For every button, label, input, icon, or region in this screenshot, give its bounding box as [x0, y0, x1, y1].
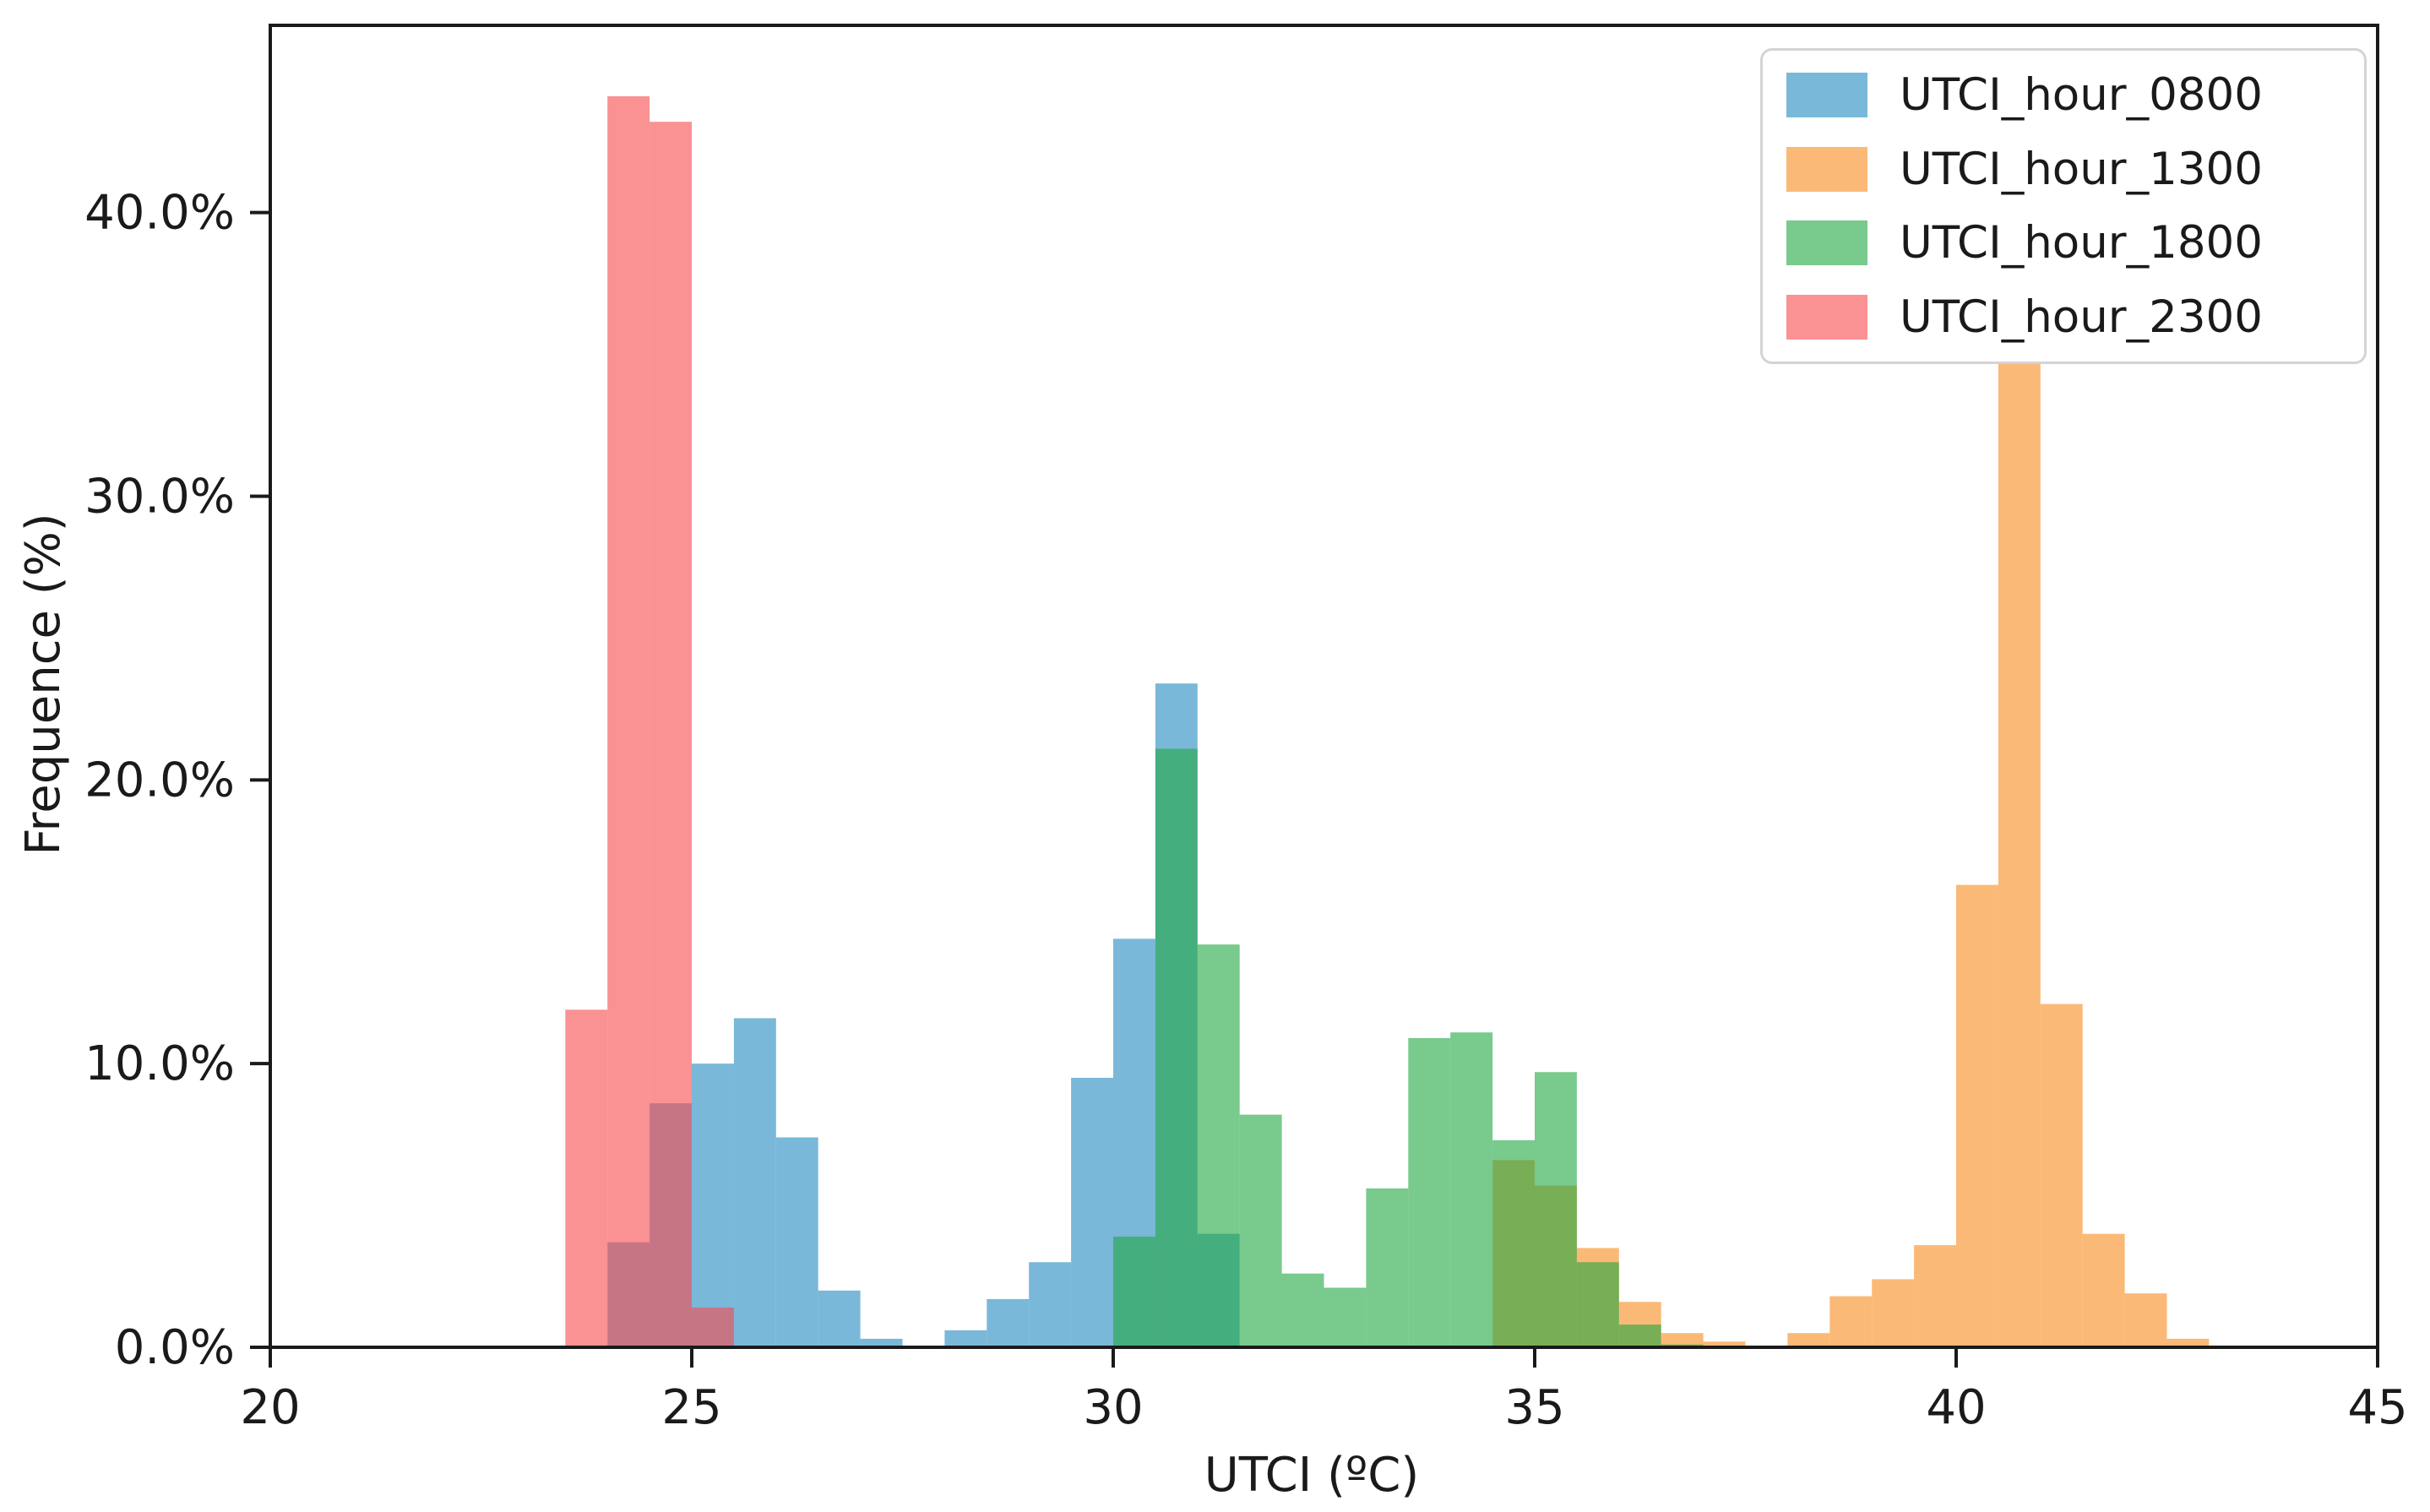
hist-bar — [1366, 1188, 1409, 1347]
hist-bar — [1029, 1262, 1072, 1347]
hist-bar — [775, 1137, 818, 1347]
hist-bar — [1618, 1324, 1661, 1347]
legend-label-0800: UTCI_hour_0800 — [1900, 69, 2263, 121]
y-tick-label: 0.0% — [115, 1320, 235, 1375]
legend-swatch-2300 — [1786, 294, 1867, 340]
legend-label-2300: UTCI_hour_2300 — [1900, 291, 2263, 343]
legend-item: UTCI_hour_1800 — [1786, 217, 2364, 269]
y-tick-label: 20.0% — [84, 753, 235, 808]
hist-bar — [733, 1018, 776, 1347]
legend-label-1300: UTCI_hour_1300 — [1900, 143, 2263, 195]
hist-bar — [1155, 748, 1198, 1347]
y-axis-ticks: 0.0% 10.0% 20.0% 30.0% 40.0% — [84, 186, 270, 1375]
hist-bar — [860, 1338, 903, 1347]
x-tick-label: 25 — [661, 1380, 721, 1435]
x-axis-title: UTCI (ºC) — [1204, 1448, 1420, 1503]
legend-swatch-1800 — [1786, 220, 1867, 266]
hist-bar — [692, 1307, 734, 1347]
hist-bar — [2166, 1338, 2210, 1347]
hist-bar — [1239, 1114, 1282, 1347]
y-axis-title: Frequence (%) — [16, 513, 71, 855]
legend: UTCI_hour_0800 UTCI_hour_1300 UTCI_hour_… — [1760, 48, 2367, 364]
legend-swatch-1300 — [1786, 146, 1867, 192]
hist-bar — [1914, 1245, 1956, 1347]
y-tick-label: 30.0% — [84, 469, 235, 524]
hist-bar — [1872, 1279, 1915, 1347]
hist-bar — [1324, 1287, 1367, 1347]
legend-item: UTCI_hour_0800 — [1786, 73, 2364, 117]
legend-label-1800: UTCI_hour_1800 — [1900, 217, 2263, 269]
hist-bar — [1576, 1262, 1619, 1347]
hist-bar — [692, 1063, 734, 1347]
hist-bar — [1450, 1032, 1493, 1347]
x-tick-label: 30 — [1083, 1380, 1143, 1435]
hist-bar — [2040, 1003, 2083, 1347]
hist-bar — [1535, 1072, 1577, 1347]
hist-bar — [565, 1009, 608, 1347]
y-tick-label: 10.0% — [84, 1036, 235, 1091]
series-UTCI_hour_1300 — [1492, 360, 2210, 1347]
x-tick-label: 40 — [1926, 1380, 1986, 1435]
hist-bar — [650, 122, 692, 1347]
hist-bar — [607, 95, 650, 1347]
series-UTCI_hour_2300 — [565, 95, 734, 1347]
hist-bar — [2124, 1293, 2167, 1347]
hist-bar — [1408, 1037, 1451, 1347]
hist-bar — [1829, 1296, 1873, 1347]
hist-bar — [1281, 1273, 1324, 1347]
hist-bar — [1998, 360, 2041, 1347]
bars-layer — [565, 95, 2210, 1347]
series-UTCI_hour_1800 — [1113, 748, 1704, 1347]
hist-bar — [1071, 1077, 1113, 1347]
hist-bar — [944, 1330, 987, 1347]
hist-bar — [1661, 1333, 1704, 1347]
x-tick-label: 45 — [2347, 1380, 2407, 1435]
x-tick-label: 20 — [240, 1380, 300, 1435]
x-axis-ticks: 20 25 30 35 40 45 — [240, 1347, 2408, 1435]
legend-item: UTCI_hour_1300 — [1786, 143, 2364, 195]
hist-bar — [1787, 1333, 1830, 1347]
legend-item: UTCI_hour_2300 — [1786, 291, 2364, 343]
hist-bar — [1703, 1341, 1746, 1347]
hist-bar — [1113, 1237, 1155, 1347]
hist-bar — [1197, 944, 1240, 1347]
hist-bar — [2082, 1233, 2125, 1347]
hist-bar — [818, 1290, 861, 1347]
hist-bar — [987, 1298, 1030, 1347]
hist-bar — [1956, 884, 1998, 1347]
legend-swatch-0800 — [1786, 73, 1867, 117]
plot-border — [269, 24, 2379, 1349]
hist-bar — [1492, 1139, 1535, 1347]
y-tick-label: 40.0% — [84, 186, 235, 241]
x-tick-label: 35 — [1504, 1380, 1564, 1435]
